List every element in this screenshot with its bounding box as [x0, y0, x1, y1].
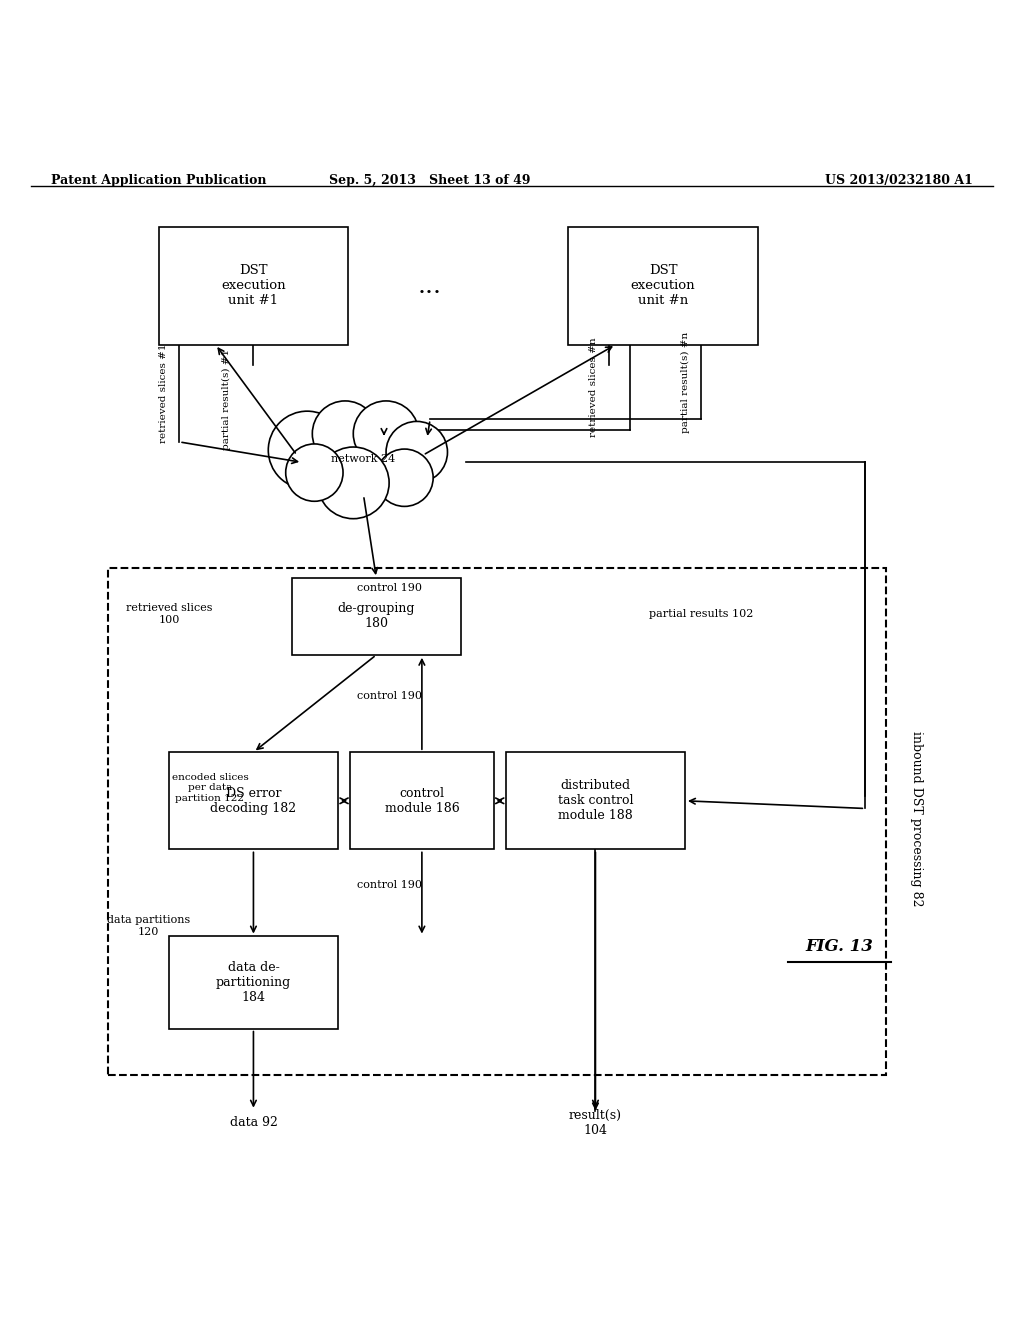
Text: DS error
decoding 182: DS error decoding 182 — [210, 787, 297, 814]
Text: Sep. 5, 2013   Sheet 13 of 49: Sep. 5, 2013 Sheet 13 of 49 — [330, 174, 530, 186]
Text: DST
execution
unit #1: DST execution unit #1 — [221, 264, 286, 308]
Text: data 92: data 92 — [229, 1117, 278, 1130]
Circle shape — [317, 447, 389, 519]
Text: FIG. 13: FIG. 13 — [806, 939, 873, 956]
Text: retrieved slices #1: retrieved slices #1 — [160, 343, 168, 444]
Circle shape — [312, 401, 378, 466]
FancyBboxPatch shape — [169, 936, 338, 1028]
Circle shape — [268, 411, 346, 488]
FancyBboxPatch shape — [159, 227, 348, 345]
Text: partial results 102: partial results 102 — [649, 609, 754, 619]
FancyBboxPatch shape — [108, 568, 886, 1074]
Circle shape — [386, 421, 447, 483]
Text: control 190: control 190 — [356, 690, 422, 701]
Text: control 190: control 190 — [356, 880, 422, 890]
Text: network 24: network 24 — [332, 454, 395, 465]
FancyBboxPatch shape — [350, 752, 494, 850]
Text: US 2013/0232180 A1: US 2013/0232180 A1 — [825, 174, 973, 186]
Text: de-grouping
180: de-grouping 180 — [338, 602, 415, 631]
Text: partial result(s) #1: partial result(s) #1 — [222, 350, 231, 450]
FancyBboxPatch shape — [568, 227, 758, 345]
Text: distributed
task control
module 188: distributed task control module 188 — [558, 779, 633, 822]
Text: partial result(s) #n: partial result(s) #n — [681, 331, 690, 433]
Text: result(s)
104: result(s) 104 — [569, 1109, 622, 1137]
FancyBboxPatch shape — [506, 752, 685, 850]
Text: inbound DST processing 82: inbound DST processing 82 — [910, 731, 923, 907]
Text: retrieved slices
100: retrieved slices 100 — [126, 603, 212, 624]
Text: retrieved slices #n: retrieved slices #n — [590, 338, 598, 437]
Text: control 190: control 190 — [356, 583, 422, 593]
Text: Patent Application Publication: Patent Application Publication — [51, 174, 266, 186]
Circle shape — [353, 401, 419, 466]
Text: data de-
partitioning
184: data de- partitioning 184 — [216, 961, 291, 1005]
FancyBboxPatch shape — [292, 578, 461, 655]
Text: ...: ... — [418, 275, 442, 298]
Circle shape — [376, 449, 433, 507]
FancyBboxPatch shape — [169, 752, 338, 850]
Text: data partitions
120: data partitions 120 — [106, 916, 190, 937]
Circle shape — [286, 444, 343, 502]
Text: encoded slices
per data
partition 122: encoded slices per data partition 122 — [172, 774, 248, 803]
Text: DST
execution
unit #n: DST execution unit #n — [631, 264, 695, 308]
Text: control
module 186: control module 186 — [385, 787, 459, 814]
